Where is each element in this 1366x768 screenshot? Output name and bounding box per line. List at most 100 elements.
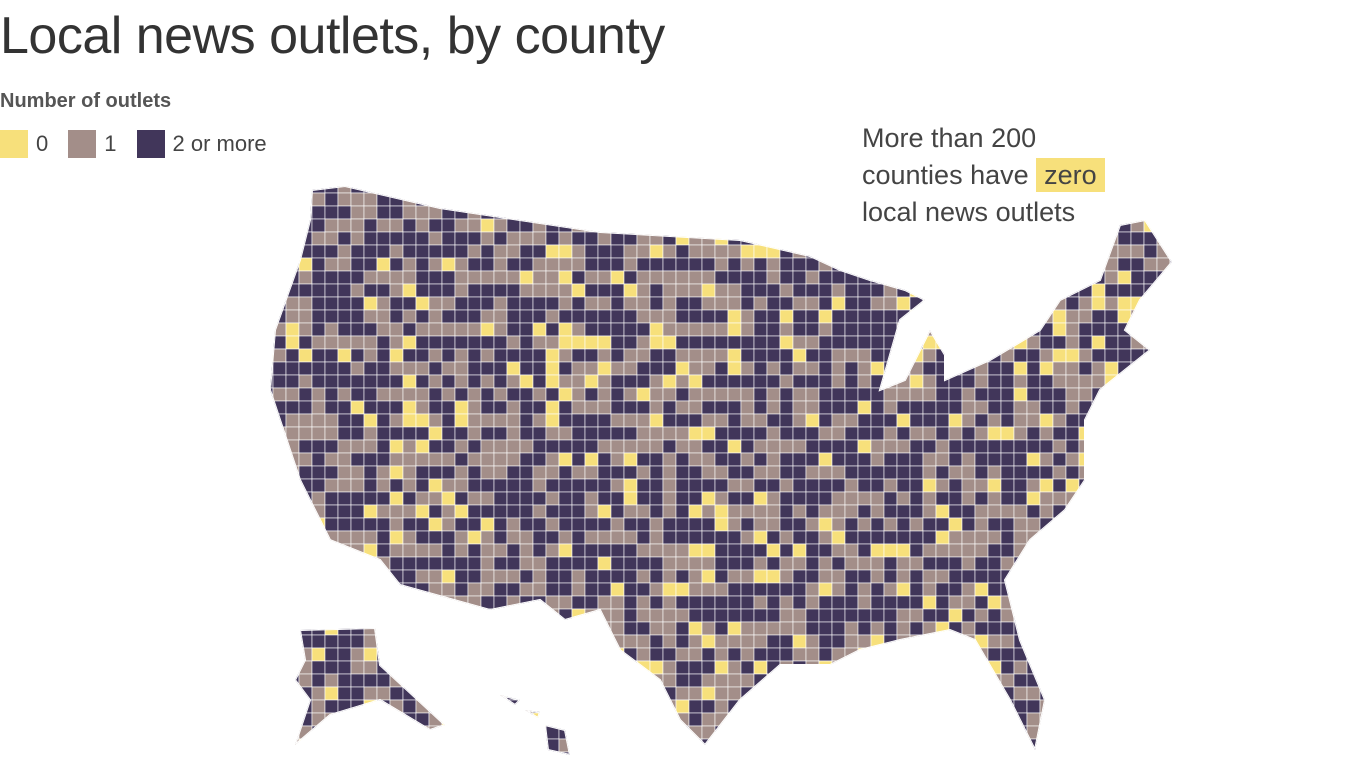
county (896, 439, 911, 454)
county (896, 647, 911, 662)
county (948, 556, 963, 571)
county (974, 374, 989, 389)
county (935, 660, 950, 675)
county (298, 400, 313, 415)
county (1039, 647, 1054, 662)
county (441, 387, 456, 402)
county (987, 621, 1002, 636)
county (415, 374, 430, 389)
county (987, 309, 1002, 324)
county (428, 322, 443, 337)
county (649, 686, 664, 701)
county (532, 634, 547, 649)
county (376, 257, 391, 272)
county (1039, 244, 1054, 259)
county (818, 205, 833, 220)
county (506, 504, 521, 519)
county (948, 400, 963, 415)
county (766, 621, 781, 636)
county (1091, 361, 1106, 376)
county (623, 725, 638, 740)
county (1078, 426, 1093, 441)
county (1000, 309, 1015, 324)
county (701, 205, 716, 220)
county (571, 374, 586, 389)
county (740, 504, 755, 519)
county (493, 504, 508, 519)
county (987, 361, 1002, 376)
county (909, 673, 924, 688)
county (818, 296, 833, 311)
county (753, 309, 768, 324)
county (1169, 738, 1172, 753)
county (1091, 569, 1106, 584)
county (1000, 413, 1015, 428)
county (974, 283, 989, 298)
county (1052, 439, 1067, 454)
county (870, 595, 885, 610)
county (675, 517, 690, 532)
county (454, 452, 469, 467)
county (1078, 309, 1093, 324)
county (961, 309, 976, 324)
county (922, 543, 937, 558)
county (961, 478, 976, 493)
county (688, 400, 703, 415)
county (805, 634, 820, 649)
county (441, 751, 456, 755)
county (506, 257, 521, 272)
county (506, 465, 521, 480)
county (766, 400, 781, 415)
county (610, 192, 625, 207)
county (597, 361, 612, 376)
county (272, 186, 287, 194)
county (337, 569, 352, 584)
county (740, 270, 755, 285)
county (1091, 608, 1106, 623)
county (584, 582, 599, 597)
county (1156, 361, 1171, 376)
county (1130, 413, 1145, 428)
county (1117, 621, 1132, 636)
county (727, 556, 742, 571)
county (974, 335, 989, 350)
county (376, 621, 391, 636)
county (883, 556, 898, 571)
county (1039, 322, 1054, 337)
county (480, 257, 495, 272)
county (688, 244, 703, 259)
county (948, 725, 963, 740)
county (545, 699, 560, 714)
county (337, 192, 352, 207)
county (324, 751, 339, 755)
county (727, 186, 742, 194)
county (493, 413, 508, 428)
county (870, 686, 885, 701)
county (948, 361, 963, 376)
county (818, 374, 833, 389)
county (519, 309, 534, 324)
county (753, 296, 768, 311)
county (610, 582, 625, 597)
county (974, 738, 989, 753)
county (844, 751, 859, 755)
county (649, 348, 664, 363)
county (285, 647, 300, 662)
county (597, 296, 612, 311)
county (805, 712, 820, 727)
county (792, 608, 807, 623)
county (480, 582, 495, 597)
county (454, 478, 469, 493)
county (792, 686, 807, 701)
county (1156, 452, 1171, 467)
county (935, 491, 950, 506)
county (584, 751, 599, 755)
legend-item: 0 (0, 130, 48, 158)
county (766, 738, 781, 753)
county (961, 400, 976, 415)
county (441, 400, 456, 415)
county (363, 400, 378, 415)
county (376, 673, 391, 688)
county (597, 413, 612, 428)
county (805, 426, 820, 441)
